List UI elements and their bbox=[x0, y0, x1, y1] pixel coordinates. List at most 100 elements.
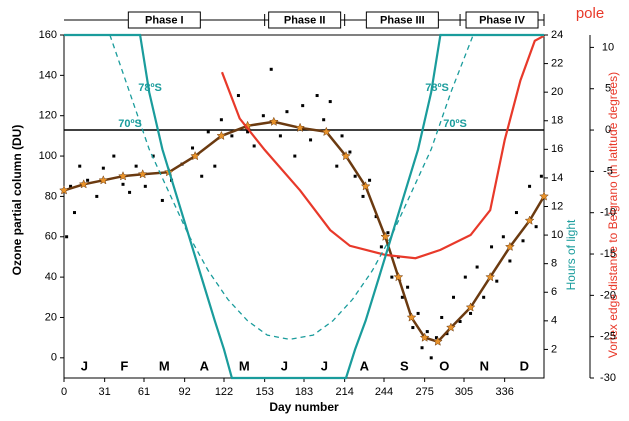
mean-marker bbox=[137, 169, 148, 179]
mean-marker bbox=[321, 126, 332, 137]
x-tick-label: 153 bbox=[255, 386, 273, 398]
scatter-point bbox=[348, 150, 352, 154]
scatter-point bbox=[213, 164, 217, 168]
scatter-point bbox=[315, 94, 319, 98]
mean-marker bbox=[216, 130, 227, 141]
scatter-point bbox=[379, 245, 383, 249]
scatter-point bbox=[434, 336, 438, 340]
scatter-point bbox=[151, 154, 155, 158]
curve-label: 70ºS bbox=[443, 118, 467, 130]
y3-tick-label: 12 bbox=[551, 200, 563, 212]
x-tick-label: 244 bbox=[375, 386, 393, 398]
y-tick-label: 120 bbox=[39, 110, 57, 122]
scatter-point bbox=[514, 211, 518, 215]
curve-label: 78ºS bbox=[138, 82, 162, 94]
line bbox=[64, 33, 544, 380]
scatter-point bbox=[285, 110, 289, 114]
scatter-point bbox=[508, 259, 512, 263]
month-label: J bbox=[321, 358, 328, 373]
scatter-point bbox=[309, 138, 313, 142]
scatter-point bbox=[72, 211, 76, 215]
y2-tick-label: 0 bbox=[605, 124, 611, 136]
mean-marker bbox=[406, 312, 417, 322]
scatter-point bbox=[191, 146, 195, 150]
y2-tick-label: 5 bbox=[605, 83, 611, 95]
scatter-point bbox=[495, 279, 499, 283]
y3-tick-label: 14 bbox=[551, 172, 563, 184]
mean-marker bbox=[380, 231, 391, 241]
scatter-point bbox=[230, 134, 234, 138]
mean-marker bbox=[393, 271, 404, 282]
pole-label: pole bbox=[576, 5, 604, 22]
scatter-point bbox=[420, 346, 424, 350]
month-label: O bbox=[439, 358, 449, 373]
y-axis-label: Ozone partial column (DU) bbox=[10, 125, 24, 276]
month-label: A bbox=[360, 358, 370, 373]
y2-axis-label: Vortex edge distance to Belgrano (in lat… bbox=[606, 72, 620, 358]
x-tick-label: 61 bbox=[138, 386, 150, 398]
x-tick-label: 183 bbox=[295, 386, 313, 398]
y-tick-label: 100 bbox=[39, 150, 57, 162]
scatter-point bbox=[143, 184, 147, 188]
mean-marker bbox=[295, 122, 305, 133]
y3-tick-label: 10 bbox=[551, 229, 563, 241]
month-label: S bbox=[400, 358, 409, 373]
scatter-point bbox=[206, 130, 210, 134]
scatter-point bbox=[353, 174, 357, 178]
mean-marker bbox=[190, 150, 201, 161]
scatter-point bbox=[539, 174, 543, 178]
x-tick-label: 305 bbox=[455, 386, 473, 398]
x-tick-label: 31 bbox=[99, 386, 111, 398]
mean-marker bbox=[360, 181, 371, 191]
y-tick-label: 160 bbox=[39, 29, 57, 41]
mean-marker bbox=[78, 179, 89, 189]
curve-label: 70ºS bbox=[118, 118, 142, 130]
phase-box bbox=[268, 11, 342, 29]
scatter-point bbox=[534, 225, 538, 229]
y3-tick-label: 22 bbox=[551, 57, 563, 69]
mean-marker bbox=[419, 332, 430, 342]
x-tick-label: 122 bbox=[215, 386, 233, 398]
scatter-point bbox=[411, 326, 415, 330]
month-label: J bbox=[81, 358, 88, 373]
month-label: A bbox=[200, 358, 210, 373]
scatter-point bbox=[490, 245, 494, 249]
y-tick-label: 20 bbox=[45, 311, 57, 323]
scatter-point bbox=[293, 154, 297, 158]
month-label: N bbox=[480, 358, 489, 373]
scatter-point bbox=[463, 275, 467, 279]
scatter-point bbox=[69, 184, 73, 188]
phase-box bbox=[365, 11, 439, 29]
y2-tick-label: 10 bbox=[602, 41, 614, 53]
scatter-point bbox=[482, 295, 486, 299]
month-label: J bbox=[281, 358, 288, 373]
scatter-point bbox=[469, 311, 473, 315]
mean-marker bbox=[504, 241, 515, 252]
dashed-line bbox=[109, 34, 474, 341]
scatter-point bbox=[236, 94, 240, 98]
x-tick-label: 92 bbox=[179, 386, 191, 398]
scatter-point bbox=[121, 182, 125, 186]
mean-marker bbox=[465, 302, 476, 312]
phase-label: Phase IV bbox=[479, 14, 526, 26]
mean-marker bbox=[98, 175, 109, 185]
mean-marker bbox=[445, 322, 456, 332]
scatter-point bbox=[390, 275, 394, 279]
scatter-point bbox=[335, 164, 339, 168]
month-label: M bbox=[239, 358, 250, 373]
x-tick-label: 336 bbox=[495, 386, 513, 398]
phase-box bbox=[465, 11, 539, 29]
y3-tick-label: 18 bbox=[551, 115, 563, 127]
x-tick-label: 0 bbox=[61, 386, 67, 398]
scatter-point bbox=[160, 198, 164, 202]
scatter-point bbox=[458, 320, 462, 324]
scatter-point bbox=[252, 144, 256, 148]
scatter-point bbox=[452, 295, 456, 299]
phase-box bbox=[127, 11, 201, 29]
mean-marker bbox=[341, 150, 351, 161]
scatter-point bbox=[501, 235, 505, 239]
phase-label: Phase II bbox=[284, 14, 326, 26]
y-tick-label: 60 bbox=[45, 231, 57, 243]
scatter-point bbox=[322, 118, 326, 122]
scatter-point bbox=[269, 67, 273, 71]
